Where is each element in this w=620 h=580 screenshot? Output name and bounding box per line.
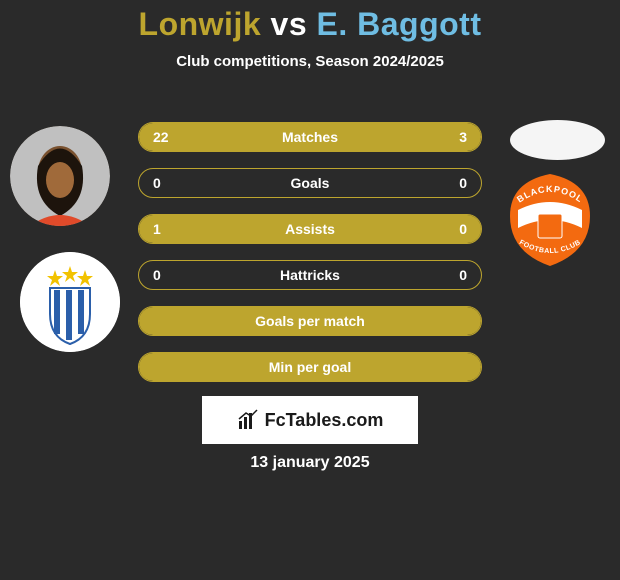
source-badge: FcTables.com [202,396,418,444]
stat-label: Matches [139,129,481,145]
stat-label: Hattricks [139,267,481,283]
comparison-title: Lonwijk vs E. Baggott [0,0,620,43]
vs-text: vs [271,6,308,42]
chart-icon [237,409,259,431]
stat-label: Goals per match [139,313,481,329]
date-text: 13 january 2025 [0,454,620,472]
stat-label: Goals [139,175,481,191]
stat-row: 223Matches [138,122,482,152]
player2-name: E. Baggott [317,6,482,42]
stat-row: 00Hattricks [138,260,482,290]
player1-avatar [10,126,110,226]
player1-avatar-icon [10,126,110,226]
club1-crest-icon [20,252,120,352]
club2-crest: BLACKPOOL FOOTBALL CLUB [500,170,600,270]
source-badge-text: FcTables.com [265,410,384,431]
stat-label: Min per goal [139,359,481,375]
stat-label: Assists [139,221,481,237]
stat-bars: 223Matches 00Goals 10Assists 00Hattricks Goa… [138,122,482,398]
player2-avatar [510,120,605,160]
subtitle: Club competitions, Season 2024/2025 [0,53,620,70]
club2-crest-icon: BLACKPOOL FOOTBALL CLUB [500,170,600,270]
stat-row: Goals per match [138,306,482,336]
stat-row: 10Assists [138,214,482,244]
club1-crest [20,252,120,352]
stat-row: Min per goal [138,352,482,382]
player1-name: Lonwijk [139,6,262,42]
stat-row: 00Goals [138,168,482,198]
